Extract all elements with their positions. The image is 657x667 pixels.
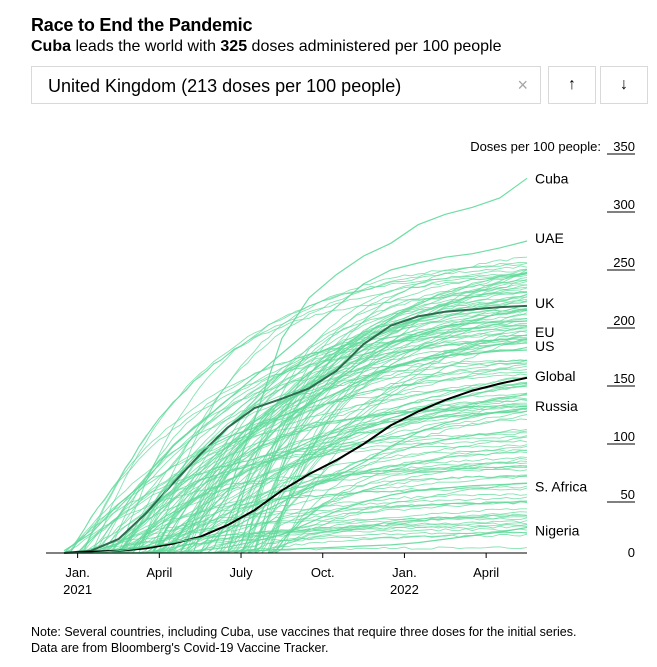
vaccine-doses-chart: Jan. 2021 April July Oct. Jan. 2022 April 350 30… [46,139,635,597]
footnote: Note: Several countries, including Cuba,… [31,624,576,656]
background-country-line [64,487,528,554]
subtitle-text: leads the world with [71,38,221,55]
background-country-line [64,273,528,554]
background-country-line [64,444,528,554]
background-country-line [64,359,528,554]
series-end-label: EU [535,324,554,340]
background-country-line [64,432,527,554]
arrow-down-icon: ↓ [620,76,628,93]
background-country-line [64,516,528,554]
y-tick-label: 200 [613,313,635,328]
background-country-line [64,338,528,554]
series-end-label: Cuba [535,170,569,186]
series-end-label: UAE [535,230,564,246]
y-axis-label: Doses per 100 people: [470,139,601,154]
series-line-global [63,376,528,554]
x-tick-label: July [229,565,253,580]
series-end-label: US [535,338,554,354]
background-country-line [64,496,528,554]
subtitle-leader: Cuba [31,38,71,55]
background-country-line [64,440,528,554]
x-tick-label: Oct. [311,565,335,580]
series-end-label: Global [535,368,575,384]
y-tick-label: 0 [628,545,635,560]
x-tick-year-label: 2021 [63,582,92,597]
series-end-label: UK [535,295,555,311]
x-tick-label: April [146,565,172,580]
background-country-line [64,265,528,554]
y-tick-label: 250 [613,255,635,270]
subtitle-text-end: doses administered per 100 people [247,38,502,55]
series-line-eu [64,320,528,554]
x-tick-label: Jan. [392,565,417,580]
x-tick-year-label: 2022 [390,582,419,597]
series-line-uae [63,240,528,552]
x-tick-label: April [473,565,499,580]
background-country-line [64,269,528,554]
background-country-line [64,309,528,554]
footnote-line-1: Note: Several countries, including Cuba,… [31,625,577,639]
y-tick-label: 100 [613,429,635,444]
y-axis-ticks: 350 300 250 200 150 100 50 0 [607,139,635,560]
background-country-line [63,337,528,554]
arrow-up-icon: ↑ [568,76,576,93]
background-country-line [64,284,528,554]
next-country-button[interactable]: ↓ [600,66,648,104]
series-line-russia [64,407,528,554]
background-country-line [63,334,528,554]
background-country-line [64,310,528,554]
x-axis-ticks: Jan. 2021 April July Oct. Jan. 2022 April [63,553,499,597]
previous-country-button[interactable]: ↑ [548,66,596,104]
country-search-input[interactable]: United Kingdom (213 doses per 100 people… [31,66,541,104]
series-line-uk [63,304,528,554]
background-country-line [64,397,528,554]
background-country-line [64,410,528,554]
background-country-line [63,324,528,554]
chart-title: Race to End the Pandemic [31,15,253,35]
y-tick-label: 50 [621,487,635,502]
y-tick-label: 150 [613,371,635,386]
y-tick-label: 300 [613,197,635,212]
series-end-label: Nigeria [535,522,580,538]
series-end-label: S. Africa [535,478,587,494]
close-icon[interactable]: × [517,75,528,95]
search-value: United Kingdom (213 doses per 100 people… [48,76,402,96]
series-line-us [63,349,528,554]
footnote-line-2: Data are from Bloomberg's Covid-19 Vacci… [31,641,329,655]
y-tick-label: 350 [613,139,635,154]
subtitle-dose-count: 325 [220,38,248,55]
country-series-lines [63,177,528,554]
background-country-line [64,410,528,554]
background-country-line [63,406,528,554]
series-end-label: Russia [535,398,578,414]
chart-subtitle: Cuba leads the world with 325 doses admi… [31,38,502,56]
background-country-line [64,273,528,554]
background-country-lines [63,256,528,554]
x-tick-label: Jan. [65,565,90,580]
